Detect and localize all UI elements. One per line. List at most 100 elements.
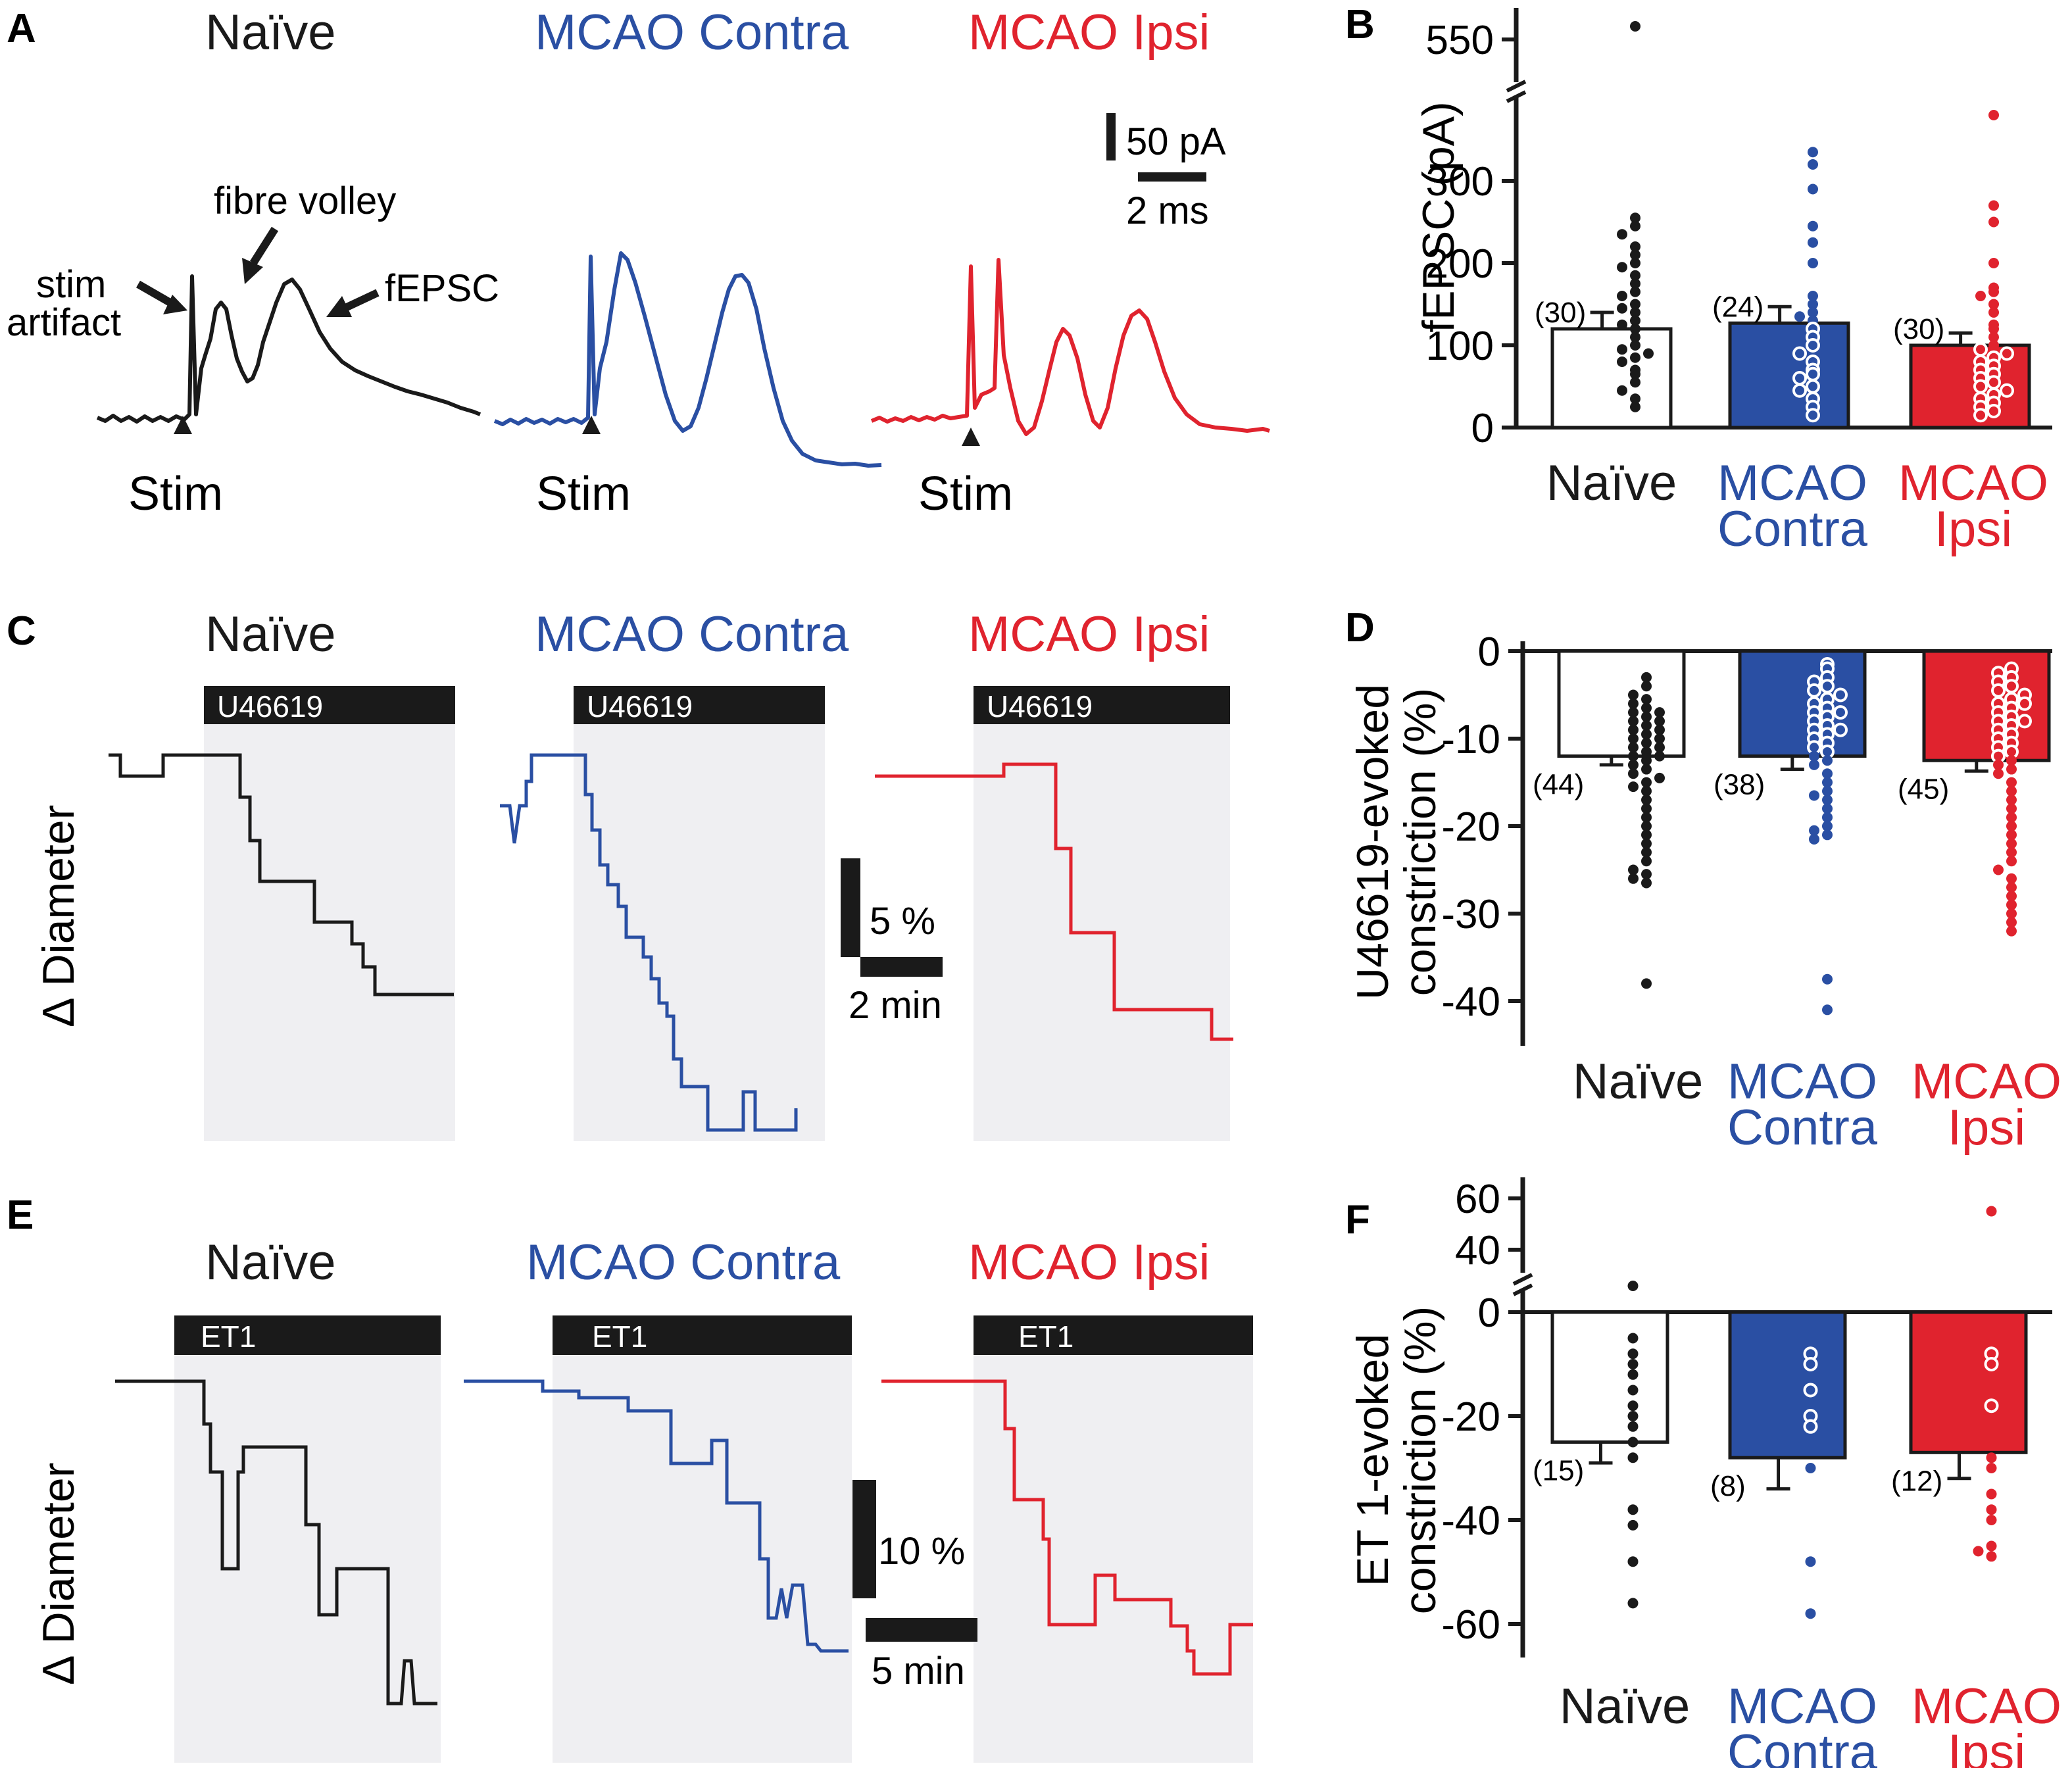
data-point-naive-18	[1630, 332, 1640, 343]
category-label-ipsi-line-0: MCAO	[1898, 455, 2048, 511]
category-label-contra-line-0: MCAO	[1727, 1679, 1877, 1734]
panel-a-title-ipsi: MCAO Ipsi	[968, 5, 1210, 61]
category-label-ipsi-line-0: MCAO	[1912, 1054, 2061, 1110]
data-point-contra-11	[1833, 705, 1848, 720]
data-point-ipsi-11	[1988, 332, 1999, 343]
data-point-naive-30	[1641, 785, 1652, 797]
bar-contra	[1728, 321, 1850, 430]
data-point-contra-7	[1805, 1608, 1816, 1619]
y-tick-label--40: -40	[1441, 979, 1500, 1025]
drug-label-e-contra: ET1	[592, 1319, 647, 1354]
panel-c-title-contra: MCAO Contra	[535, 606, 849, 662]
data-point-contra-24	[1809, 759, 1819, 770]
bar-ipsi	[1909, 1310, 2028, 1454]
y-tick-label-0: 0	[1478, 1290, 1500, 1336]
data-point-naive-4	[1628, 698, 1639, 709]
data-point-naive-0	[1630, 21, 1640, 32]
diameter-trace-c-naive	[109, 753, 454, 996]
data-point-ipsi-3	[1988, 258, 1999, 268]
data-point-contra-29	[1822, 795, 1833, 806]
y-axis-title: U46619-evokedconstriction (%)	[1348, 684, 1445, 1000]
panel-c: Naïve MCAO Contra MCAO Ipsi ∆ Diameter U…	[34, 606, 1233, 1141]
data-point-contra-32	[1822, 821, 1833, 831]
fepsc-trace-naive	[96, 274, 481, 424]
data-point-naive-16	[1654, 733, 1665, 744]
data-point-contra-22	[1809, 750, 1819, 762]
drug-bar-c-ipsi	[974, 686, 1230, 724]
data-point-naive-22	[1630, 352, 1640, 363]
data-point-contra-14	[1792, 346, 1807, 361]
category-label-contra-line-0: MCAO	[1727, 1054, 1877, 1110]
n-label-ipsi: (12)	[1891, 1465, 1942, 1497]
fepsc-label: fEPSC	[385, 267, 499, 310]
stim-marker-ipsi	[962, 428, 980, 446]
data-point-ipsi-10	[1988, 324, 1999, 334]
data-point-contra-7	[1808, 299, 1818, 310]
data-point-naive-9	[1628, 716, 1639, 727]
diameter-trace-c-contra	[500, 753, 798, 1132]
scale-label-e-amplitude: 10 %	[878, 1530, 965, 1573]
y-tick-label-40: 40	[1455, 1228, 1500, 1273]
data-point-naive-5	[1630, 249, 1640, 260]
stim-marker-contra	[582, 416, 601, 434]
data-point-naive-0	[1641, 672, 1652, 683]
data-point-ipsi-1	[1988, 200, 1999, 211]
n-label-contra: (8)	[1710, 1470, 1746, 1502]
data-point-naive-31	[1641, 795, 1652, 806]
data-point-naive-13	[1617, 303, 1627, 314]
data-point-contra-9	[1794, 311, 1805, 322]
panel-e-title-naive: Naïve	[205, 1235, 336, 1290]
data-point-ipsi-25	[2006, 764, 2017, 775]
data-point-naive-17	[1641, 737, 1652, 749]
fibre-volley-arrow-shaft	[249, 226, 279, 266]
y-tick-label-200: 200	[1426, 241, 1494, 287]
y-axis-title: ET 1-evokedconstriction (%)	[1348, 1306, 1445, 1615]
data-point-ipsi-43	[2006, 917, 2017, 928]
scale-bar-c-amplitude	[841, 858, 860, 957]
scale-bar-c-time	[860, 957, 943, 977]
data-point-ipsi-5	[1991, 683, 2006, 698]
y-tick-label--20: -20	[1441, 1394, 1500, 1440]
data-point-contra-16	[1833, 722, 1848, 737]
data-point-ipsi-23	[2000, 383, 2014, 398]
scale-bar-time	[1138, 172, 1206, 182]
data-point-ipsi-5	[1986, 1463, 1997, 1473]
n-label-contra: (38)	[1714, 769, 1765, 801]
data-point-contra-6	[1805, 1556, 1816, 1567]
data-point-naive-13	[1627, 1556, 1639, 1567]
data-point-ipsi-8	[1986, 1515, 1997, 1525]
data-point-ipsi-2	[1984, 1357, 1999, 1371]
data-point-ipsi-9	[2017, 696, 2032, 711]
stim-marker-naive	[174, 416, 192, 434]
data-point-naive-23	[1641, 755, 1652, 766]
data-point-naive-6	[1630, 258, 1640, 268]
data-point-ipsi-31	[2006, 812, 2017, 823]
scale-label-c-amplitude: 5 %	[870, 900, 935, 943]
data-point-contra-1	[1808, 159, 1818, 170]
data-point-ipsi-4	[2004, 679, 2019, 694]
data-point-contra-4	[1803, 1419, 1818, 1434]
stim-artifact-label-line1: stim	[36, 263, 106, 306]
data-point-contra-19	[1806, 379, 1820, 394]
panel-a-title-contra: MCAO Contra	[535, 5, 849, 61]
panel-letter-f: F	[1345, 1197, 1370, 1242]
data-point-ipsi-21	[1986, 375, 2001, 390]
y-tick-label--30: -30	[1441, 892, 1500, 937]
data-point-naive-1	[1641, 681, 1652, 692]
data-point-ipsi-0	[1988, 110, 1999, 120]
category-label-naive-line-0: Naïve	[1546, 455, 1677, 511]
data-point-naive-25	[1630, 368, 1640, 380]
data-point-ipsi-36	[2006, 856, 2017, 867]
scale-label-time: 2 ms	[1126, 189, 1209, 232]
data-point-naive-5	[1641, 702, 1652, 714]
y-tick-label-0: 0	[1478, 629, 1500, 675]
data-point-naive-9	[1627, 1436, 1639, 1448]
y-tick-label-0: 0	[1471, 406, 1494, 451]
data-point-naive-7	[1654, 707, 1665, 718]
data-point-naive-18	[1628, 742, 1639, 753]
panel-letter-c: C	[7, 608, 36, 654]
panel-e-title-ipsi: MCAO Ipsi	[968, 1235, 1210, 1290]
data-point-ipsi-29	[2006, 795, 2017, 806]
data-point-naive-25	[1641, 764, 1652, 775]
